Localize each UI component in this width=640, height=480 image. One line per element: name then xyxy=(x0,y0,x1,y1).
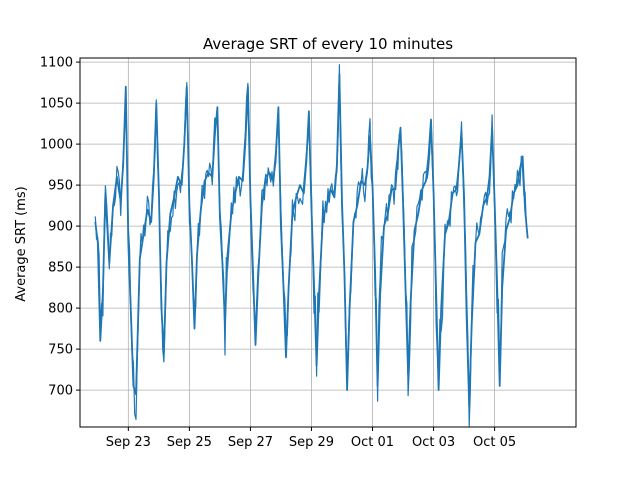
x-axis-ticks: Sep 23 Sep 25 Sep 27 Sep 29 Oct 01 Oct 03 Oct … xyxy=(106,427,516,450)
series-texture xyxy=(94,64,527,427)
x-tick-label: Oct 01 xyxy=(351,435,394,450)
series-layer xyxy=(94,64,529,427)
y-axis-label: Average SRT (ms) xyxy=(14,186,29,302)
x-tick-label: Sep 27 xyxy=(228,435,273,450)
x-tick-label: Oct 03 xyxy=(412,435,455,450)
x-tick-label: Oct 05 xyxy=(473,435,516,450)
axes-frame xyxy=(79,57,577,428)
y-tick-label: 900 xyxy=(48,220,73,235)
y-tick-label: 850 xyxy=(48,261,73,276)
x-tick-label: Sep 29 xyxy=(289,435,334,450)
chart-title: Average SRT of every 10 minutes xyxy=(203,35,453,53)
y-tick-label: 800 xyxy=(48,302,73,317)
y-tick-label: 1100 xyxy=(40,56,73,71)
x-tick-label: Sep 23 xyxy=(106,435,151,450)
y-tick-label: 1050 xyxy=(40,97,73,112)
y-tick-label: 950 xyxy=(48,179,73,194)
x-tick-label: Sep 25 xyxy=(167,435,212,450)
y-tick-label: 750 xyxy=(48,343,73,358)
y-tick-label: 700 xyxy=(48,384,73,399)
y-axis-ticks: 700 750 800 850 900 950 1000 1050 1100 xyxy=(40,56,80,399)
y-tick-label: 1000 xyxy=(40,138,73,153)
